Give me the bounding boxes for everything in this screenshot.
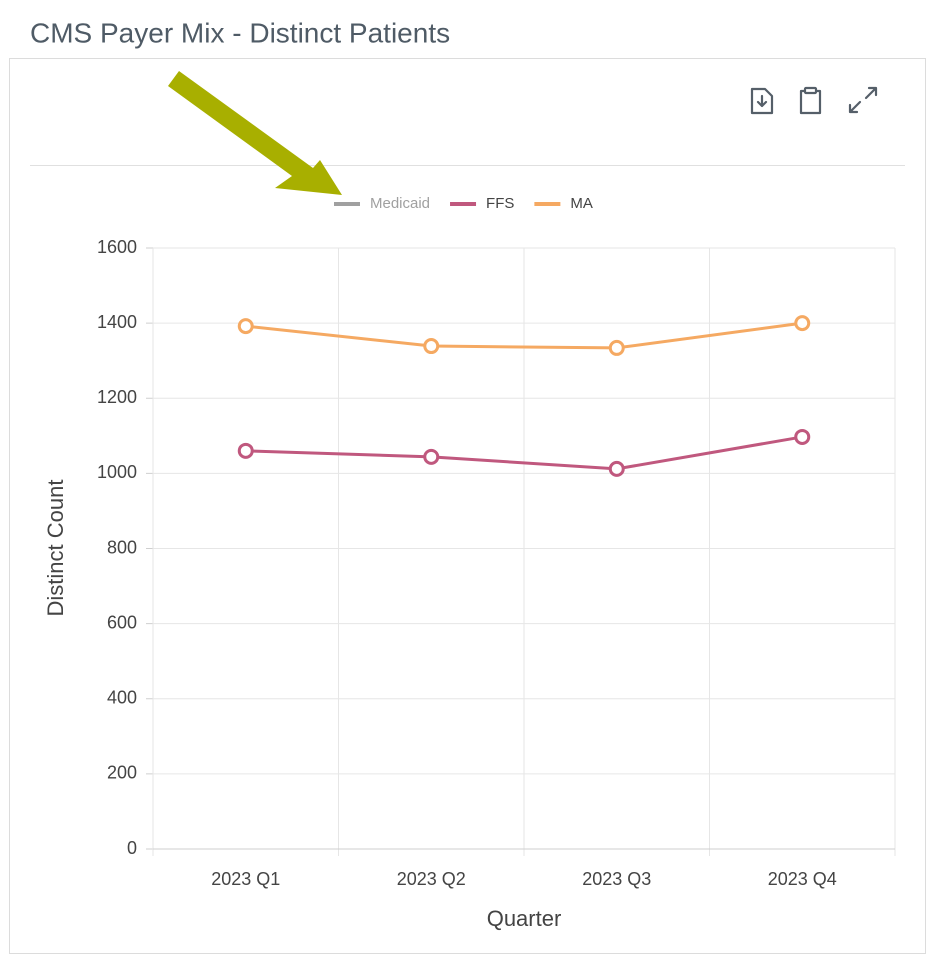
legend-item[interactable]: MA [534, 195, 593, 212]
x-tick-label: 2023 Q3 [582, 869, 651, 889]
data-point [608, 460, 625, 477]
data-point [794, 315, 811, 332]
annotation-arrow [168, 71, 342, 195]
x-tick-label: 2023 Q4 [768, 869, 837, 889]
legend-item[interactable]: FFS [450, 195, 514, 212]
clipboard-icon[interactable] [799, 86, 822, 115]
data-point [423, 338, 440, 355]
y-tick-label: 1600 [97, 237, 137, 257]
data-point [794, 428, 811, 445]
legend-label: Medicaid [370, 195, 430, 212]
data-point [423, 448, 440, 465]
y-tick-label: 800 [107, 537, 137, 557]
expand-icon[interactable] [848, 86, 878, 114]
y-tick-label: 1400 [97, 312, 137, 332]
x-tick-label: 2023 Q1 [211, 869, 280, 889]
x-axis-title: Quarter [487, 906, 562, 931]
series-line [245, 435, 803, 471]
y-tick-label: 1200 [97, 387, 137, 407]
x-tick-label: 2023 Q2 [397, 869, 466, 889]
y-tick-label: 1000 [97, 462, 137, 482]
data-point [237, 318, 254, 335]
legend-item[interactable]: Medicaid [334, 195, 430, 212]
legend-label: MA [570, 195, 593, 212]
card [9, 58, 926, 954]
page-title: CMS Payer Mix - Distinct Patients [30, 17, 450, 48]
y-tick-label: 200 [107, 763, 137, 783]
series-line [245, 321, 803, 350]
legend-label: FFS [486, 195, 514, 212]
data-point [237, 442, 254, 459]
y-axis-title: Distinct Count [43, 480, 68, 617]
y-tick-label: 600 [107, 612, 137, 632]
y-tick-label: 400 [107, 688, 137, 708]
data-point [608, 339, 625, 356]
y-tick-label: 0 [127, 838, 137, 858]
download-icon[interactable] [750, 87, 774, 115]
